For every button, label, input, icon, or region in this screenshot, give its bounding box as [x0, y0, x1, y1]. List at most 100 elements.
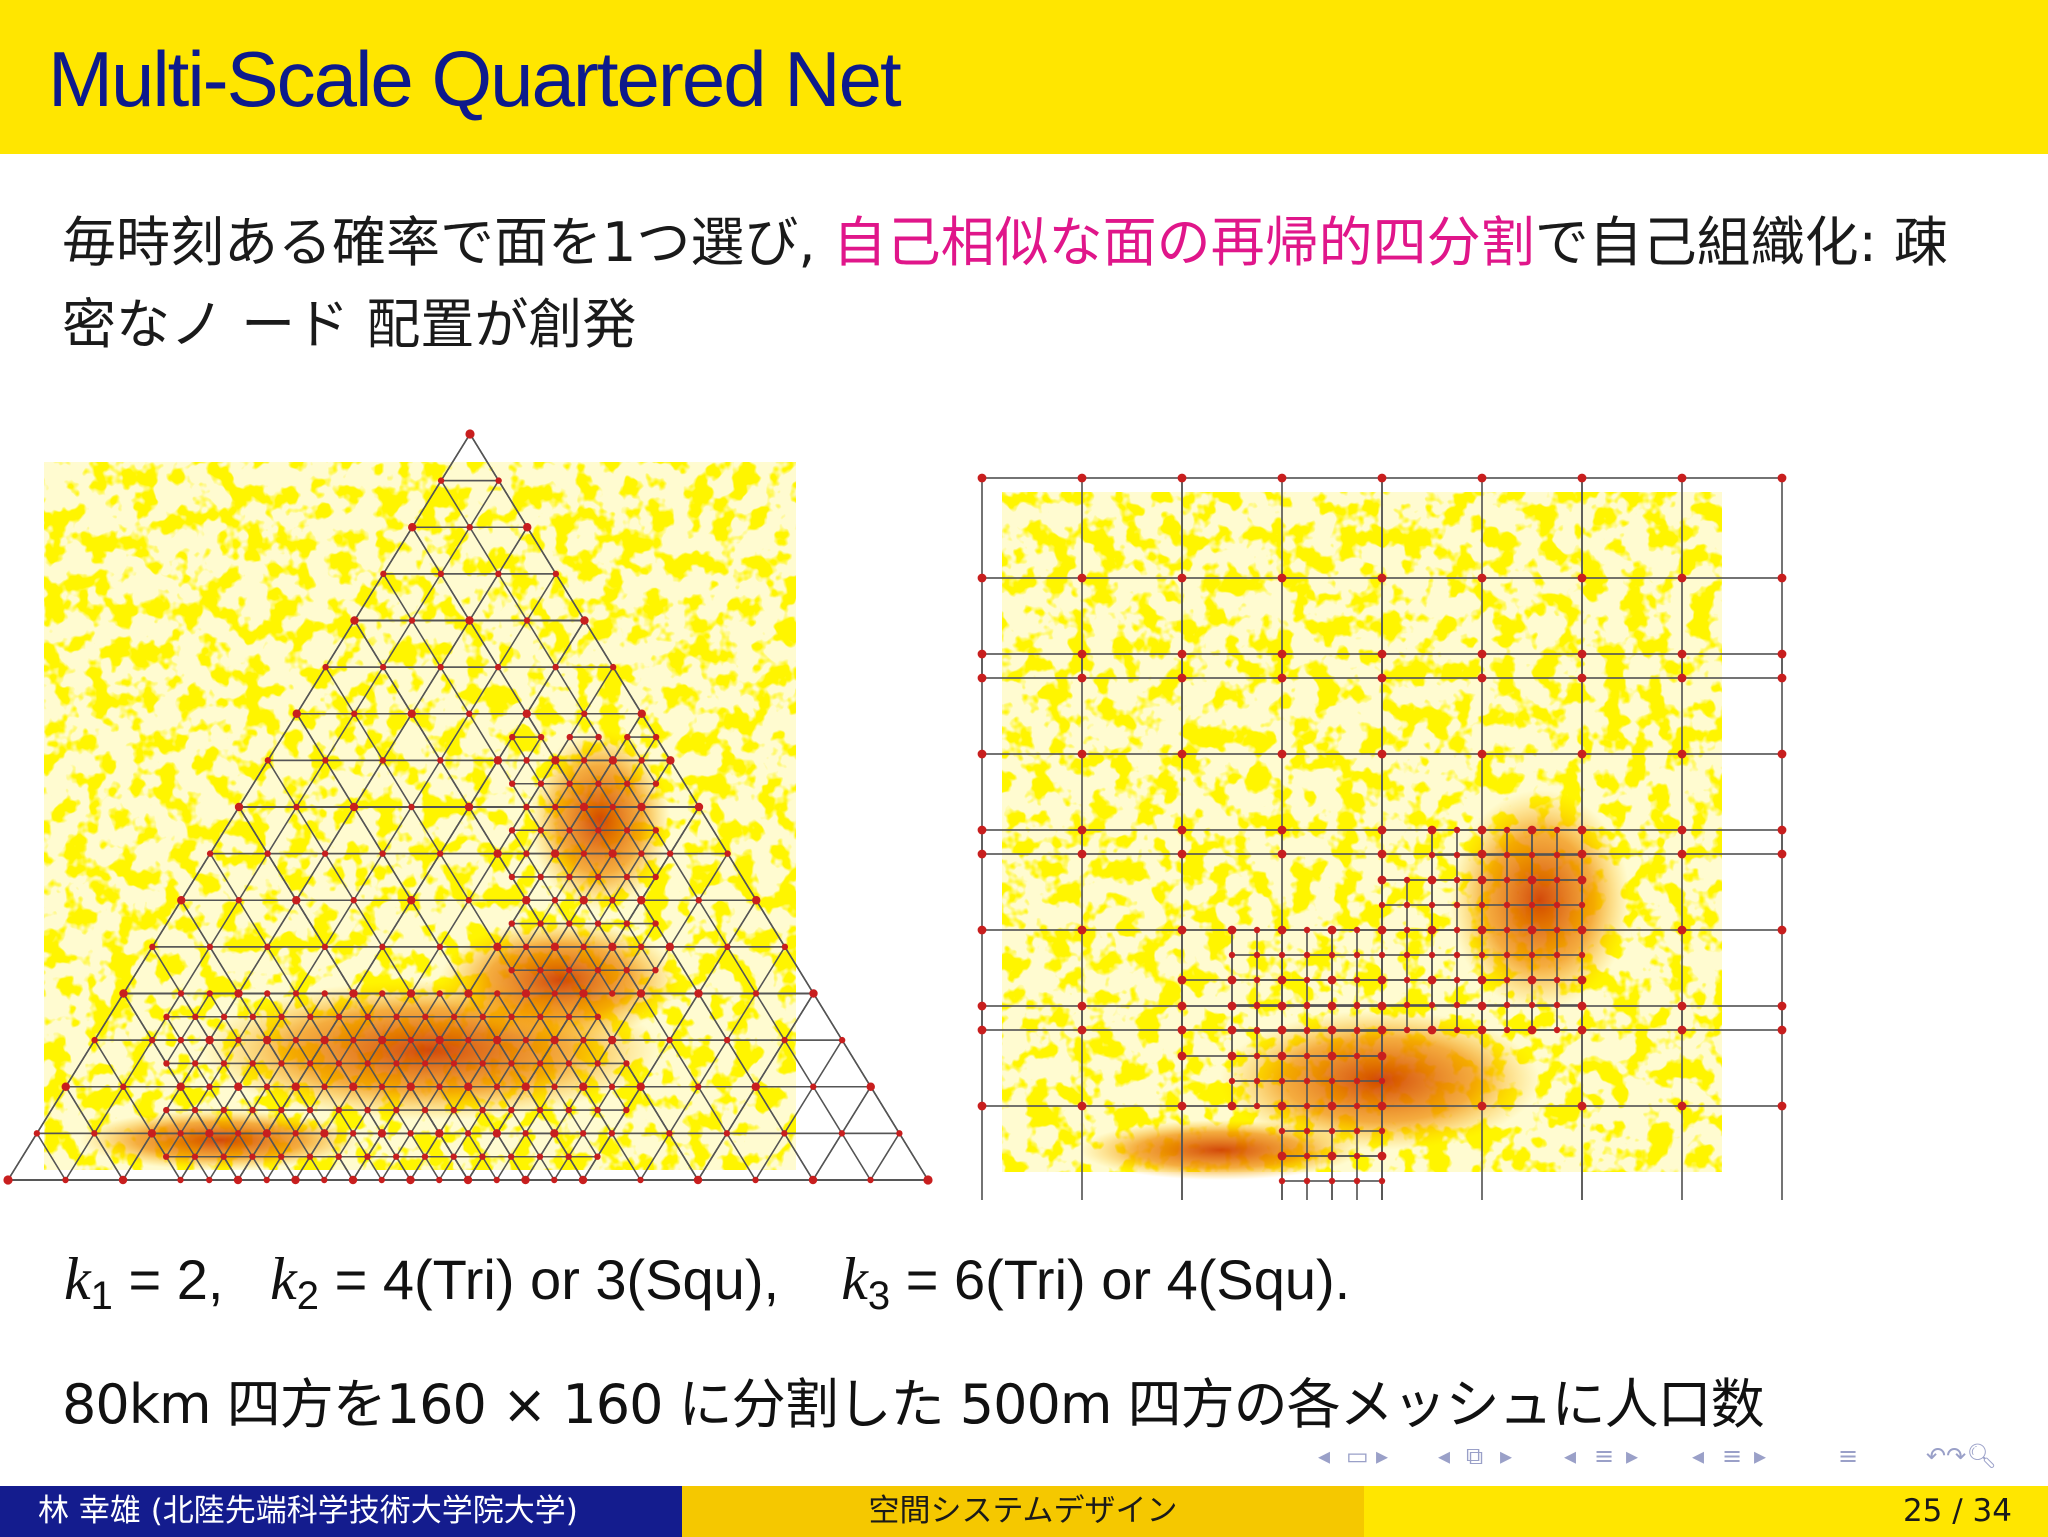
triangle-face	[811, 1038, 873, 1088]
triangle-face	[726, 946, 787, 995]
network-node	[1503, 826, 1511, 834]
network-node	[1077, 925, 1087, 935]
network-node	[1377, 1001, 1387, 1011]
triangle-face	[381, 619, 442, 668]
network-node	[1277, 925, 1287, 935]
network-node	[494, 990, 501, 997]
network-node	[652, 873, 659, 881]
triangle-face	[165, 1109, 197, 1135]
network-node	[1327, 1051, 1337, 1061]
network-node	[220, 1060, 228, 1067]
network-node	[1177, 975, 1187, 985]
triangle-face	[222, 1038, 254, 1065]
triangle-face	[366, 992, 398, 1018]
network-node	[493, 1083, 501, 1090]
network-node	[1377, 749, 1387, 759]
network-node	[466, 524, 473, 531]
nav-prev-frame-icon[interactable]: ◂	[1318, 1442, 1331, 1470]
nav-next-section-icon[interactable]: ▸	[1626, 1442, 1639, 1470]
k2-subscript: 2	[296, 1274, 319, 1318]
triangle-face	[668, 1039, 729, 1089]
network-node	[1277, 825, 1287, 835]
network-node	[206, 1176, 213, 1184]
nav-search-icon[interactable]: ↶↷🔍︎	[1926, 1442, 1997, 1470]
network-node	[508, 873, 516, 881]
nav-next-subsection2-icon[interactable]: ▸	[1754, 1442, 1767, 1470]
network-node	[637, 896, 646, 905]
network-node	[1503, 851, 1511, 859]
nav-prev-subsection-icon[interactable]: ◂	[1438, 1442, 1451, 1470]
network-node	[1353, 1077, 1361, 1085]
triangle-face	[539, 805, 571, 832]
triangle-face	[625, 945, 657, 971]
network-node	[623, 920, 631, 927]
network-node	[306, 1106, 314, 1114]
network-node	[652, 827, 660, 834]
network-node	[1553, 876, 1561, 884]
network-node	[1253, 951, 1261, 959]
nav-section-icon[interactable]: ≡	[1594, 1442, 1615, 1470]
network-node	[536, 1153, 544, 1160]
nav-subsection-icon[interactable]: ⧉	[1466, 1442, 1484, 1470]
network-node	[1403, 1026, 1411, 1034]
triangle-face	[538, 1085, 571, 1111]
network-node	[1077, 1101, 1087, 1111]
network-node	[349, 1082, 358, 1091]
network-node	[278, 1106, 285, 1114]
nav-next-subsection-icon[interactable]: ▸	[1500, 1442, 1513, 1470]
nav-next-frame-icon[interactable]: ▸	[1376, 1442, 1389, 1470]
network-node	[1227, 925, 1237, 935]
network-node	[206, 943, 214, 951]
network-node	[249, 1060, 256, 1067]
square-face	[1281, 1180, 1308, 1207]
network-node	[1377, 825, 1387, 835]
triangle-face	[93, 1039, 154, 1089]
network-node	[522, 1130, 529, 1137]
triangle-face	[222, 1132, 254, 1158]
network-node	[1277, 1151, 1287, 1161]
intro-text-before: 毎時刻ある確率で面を1つ選び,	[62, 211, 833, 274]
triangle-face	[596, 969, 628, 995]
network-node	[1253, 1027, 1261, 1035]
triangle-face	[481, 1062, 513, 1089]
nav-prev-subsection2-icon[interactable]: ◂	[1692, 1442, 1705, 1470]
network-node	[1353, 1102, 1361, 1110]
network-node	[1303, 1002, 1311, 1010]
network-node	[320, 1129, 329, 1138]
network-node	[335, 1013, 343, 1021]
intro-highlight: 自己相似な面の再帰的四分割	[832, 211, 1535, 274]
nav-prev-section-icon[interactable]: ◂	[1564, 1442, 1577, 1470]
network-node	[595, 827, 602, 834]
network-node	[1278, 1177, 1286, 1185]
network-node	[508, 1106, 515, 1114]
network-node	[234, 802, 244, 812]
network-node	[609, 897, 616, 904]
nav-outline-icon[interactable]: ≡	[1838, 1442, 1859, 1470]
network-node	[1353, 951, 1361, 959]
network-node	[435, 1035, 444, 1045]
network-node	[1553, 901, 1561, 909]
network-node	[335, 1060, 343, 1067]
network-node	[1177, 1051, 1187, 1061]
network-node	[408, 803, 415, 811]
triangle-face	[366, 1085, 398, 1111]
triangle-face	[510, 945, 542, 971]
title-bar: Multi-Scale Quartered Net	[0, 0, 2048, 154]
network-node	[393, 1060, 400, 1067]
network-node	[1528, 851, 1536, 859]
network-node	[1328, 951, 1336, 959]
network-node	[896, 1130, 903, 1137]
network-node	[608, 1130, 616, 1137]
network-node	[1453, 1026, 1461, 1034]
nav-subsection2-icon[interactable]: ≡	[1722, 1442, 1743, 1470]
network-node	[364, 1060, 371, 1067]
nav-frame-icon[interactable]: ▭	[1346, 1442, 1369, 1470]
network-node	[479, 1153, 486, 1160]
triangle-face	[438, 852, 499, 902]
network-node	[1677, 749, 1687, 759]
network-node	[1327, 1101, 1337, 1111]
network-node	[523, 523, 532, 532]
network-node	[379, 663, 387, 671]
network-node	[579, 802, 589, 812]
network-node	[1277, 975, 1287, 985]
